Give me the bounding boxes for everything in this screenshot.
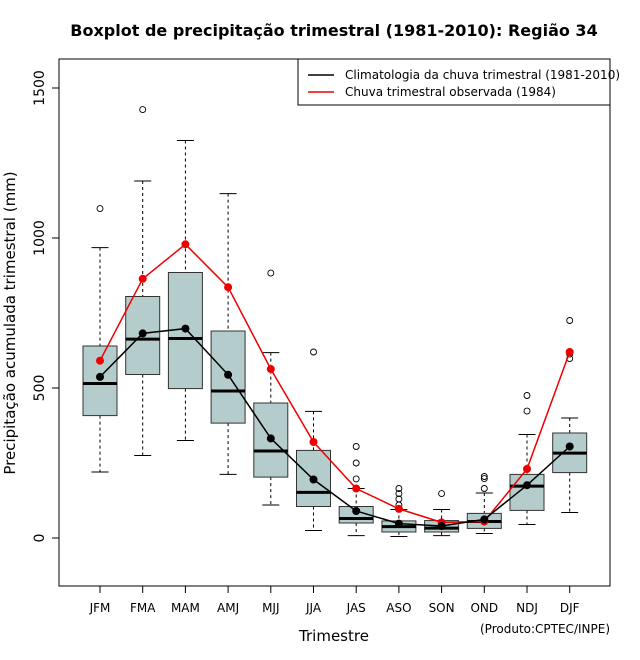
x-tick-label: JJA — [305, 601, 322, 615]
x-tick-label: JFM — [89, 601, 111, 615]
series-point-climatology — [266, 434, 275, 443]
box-mjj — [253, 269, 289, 506]
chart-title: Boxplot de precipitação trimestral (1981… — [70, 21, 597, 40]
outlier-point — [395, 485, 403, 492]
series-point-climatology — [138, 329, 147, 338]
x-tick-label: AMJ — [217, 601, 239, 615]
y-tick-label: 500 — [32, 375, 48, 402]
box-amj — [210, 193, 246, 475]
x-tick-label: JAS — [346, 601, 366, 615]
series-point-observed — [181, 240, 190, 249]
outlier-point — [395, 495, 403, 503]
series-point-climatology — [565, 442, 574, 451]
series-point-climatology — [394, 519, 403, 528]
outlier-point — [480, 473, 488, 480]
series-layer — [96, 240, 574, 530]
outlier-point — [438, 490, 446, 498]
credit-text: (Produto:CPTEC/INPE) — [480, 622, 610, 636]
legend: Climatologia da chuva trimestral (1981-2… — [297, 58, 620, 106]
series-point-observed — [96, 356, 104, 365]
series-point-observed — [309, 438, 318, 446]
series-point-climatology — [352, 507, 361, 515]
box-mam — [167, 140, 203, 441]
outlier-point — [96, 205, 104, 213]
series-point-climatology — [181, 324, 190, 333]
y-tick-label: 1000 — [32, 220, 48, 256]
x-tick-label: DJF — [560, 601, 580, 615]
outlier-point — [352, 459, 360, 467]
series-point-climatology — [437, 522, 446, 530]
box-djf — [552, 317, 588, 513]
series-point-observed — [224, 283, 233, 292]
y-tick-label: 1500 — [32, 70, 48, 106]
outlier-point — [267, 269, 275, 277]
x-tick-label: OND — [470, 601, 498, 615]
x-tick-label: FMA — [130, 601, 156, 615]
boxes-layer — [82, 106, 588, 537]
outlier-point — [395, 490, 403, 498]
outlier-point — [523, 392, 531, 399]
series-point-observed — [266, 365, 275, 374]
series-point-climatology — [480, 515, 489, 524]
y-tick-label: 0 — [32, 534, 48, 543]
series-point-observed — [352, 484, 361, 493]
series-point-climatology — [224, 370, 233, 379]
x-tick-label: NDJ — [516, 601, 538, 615]
box-ndj — [509, 392, 545, 525]
x-tick-label: MJJ — [262, 601, 279, 615]
outlier-point — [566, 317, 574, 324]
series-point-observed — [523, 465, 531, 473]
x-tick-label: ASO — [386, 601, 411, 615]
legend-label-observed: Chuva trimestral observada (1984) — [345, 85, 556, 99]
x-axis: JFM FMA MAM AMJ MJJ JJA JAS ASO SON OND NDJ DJF — [89, 585, 580, 615]
series-point-observed — [138, 274, 147, 283]
outlier-point — [480, 475, 488, 483]
box-iqr — [509, 473, 545, 511]
outlier-point — [480, 485, 488, 492]
x-tick-label: MAM — [171, 601, 200, 615]
series-point-climatology — [309, 475, 318, 484]
outlier-point — [523, 407, 531, 415]
outlier-point — [310, 348, 317, 356]
y-axis: 0 500 1000 1500 — [32, 70, 60, 543]
x-axis-label: Trimestre — [298, 627, 369, 645]
outlier-point — [139, 106, 147, 114]
legend-label-climatology: Climatologia da chuva trimestral (1981-2… — [345, 68, 620, 82]
outlier-point — [352, 475, 360, 483]
outlier-point — [352, 443, 360, 450]
x-tick-label: SON — [429, 601, 455, 615]
y-axis-label: Precipitação acumulada trimestral (mm) — [1, 171, 19, 474]
legend-box — [297, 58, 611, 106]
series-point-observed — [565, 348, 574, 356]
series-point-observed — [394, 504, 403, 513]
series-line-climatology — [99, 327, 571, 527]
series-point-climatology — [523, 481, 531, 490]
series-point-climatology — [96, 372, 104, 381]
